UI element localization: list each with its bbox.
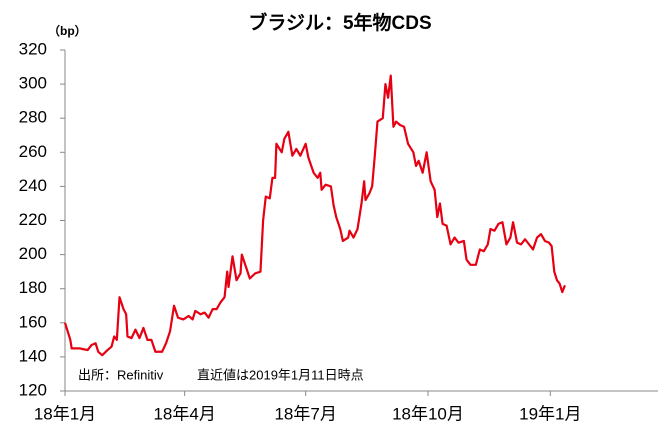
y-tick-label: 260 — [19, 142, 47, 161]
x-tick-label: 18年1月 — [34, 404, 96, 423]
y-tick-label: 320 — [19, 39, 47, 58]
y-tick-label: 280 — [19, 108, 47, 127]
y-tick-label: 300 — [19, 74, 47, 93]
line-series — [63, 74, 566, 357]
y-tick-label: 180 — [19, 278, 47, 297]
y-tick-label: 220 — [19, 210, 47, 229]
y-tick-label: 140 — [19, 346, 47, 365]
x-tick-label: 18年7月 — [274, 404, 336, 423]
annotation: 直近値は2019年1月11日時点 — [197, 367, 364, 382]
y-axis-label: （bp） — [48, 23, 87, 38]
y-tick-label: 240 — [19, 176, 47, 195]
chart-title: ブラジル：5年物CDS — [248, 11, 431, 34]
x-tick-label: 18年4月 — [153, 404, 215, 423]
x-tick-label: 19年1月 — [519, 404, 581, 423]
x-tick-label: 18年10月 — [392, 404, 464, 423]
y-tick-label: 160 — [19, 312, 47, 331]
annotation: 出所：Refinitiv — [78, 367, 164, 382]
y-tick-label: 200 — [19, 244, 47, 263]
y-tick-label: 120 — [19, 380, 47, 399]
